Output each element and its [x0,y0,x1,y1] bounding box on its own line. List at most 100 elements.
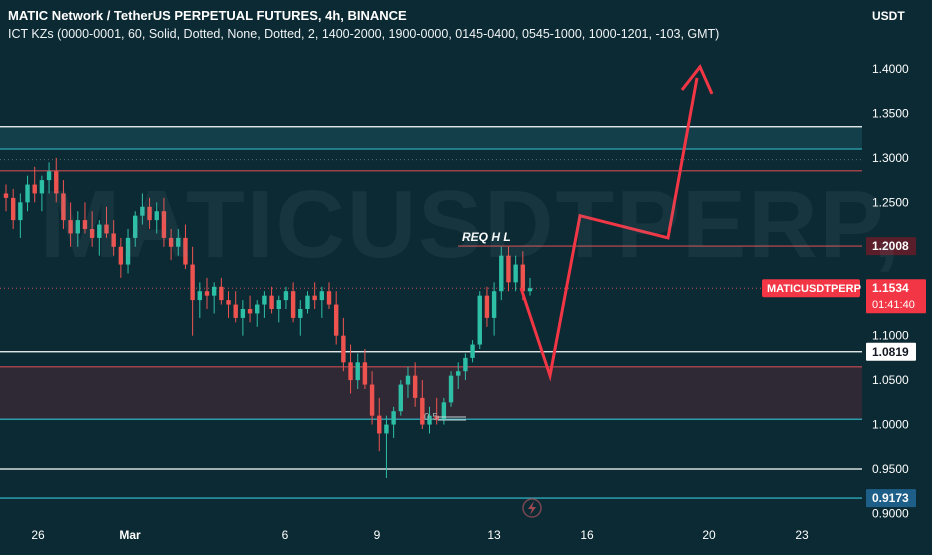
candle [190,246,195,336]
lightning-icon[interactable] [522,498,542,518]
candle-body [405,375,411,385]
candle-body [176,237,181,247]
candle [348,344,353,394]
candle-body [427,415,432,425]
indicator-legend[interactable]: ICT KZs (0000-0001, 60, Solid, Dotted, N… [8,27,720,41]
candle-body [506,255,511,283]
price-tick: 1.0500 [872,373,909,387]
candle-body [391,411,396,425]
candle-body [183,237,188,265]
candle [269,286,274,314]
candle [104,206,109,238]
candle [226,291,231,318]
candle-body [463,357,468,372]
candle [319,286,325,318]
candle [456,362,461,389]
candle-body [10,197,16,221]
candle-body [75,220,80,234]
candle-body [168,237,174,247]
candle-body [520,264,526,292]
candle [89,211,95,247]
candle [183,224,188,269]
candle-body [319,291,325,301]
candle-body [491,291,497,318]
time-axis-bg [0,522,862,550]
candle [355,353,360,389]
candle-body [247,309,253,314]
level-label-0-9173: 0.9173 [872,491,909,505]
candle-body [377,415,382,434]
candle [61,180,66,229]
bar-countdown: 01:41:40 [872,299,915,311]
candle [484,286,490,327]
candle-body [240,309,246,318]
candle [118,237,124,278]
candle [470,340,475,363]
time-tick: Mar [119,528,141,542]
candle [384,415,389,478]
candle [3,184,9,212]
candle [506,246,511,292]
zone-band [0,126,862,149]
candle [491,282,497,336]
candle [68,202,73,247]
last-price: 1.1534 [872,281,909,295]
candle [255,300,260,327]
candle [513,255,518,292]
candle [527,277,533,296]
price-tick: 1.0000 [872,418,909,432]
candle-body [133,215,138,238]
candle-body [513,264,518,283]
candle [97,220,102,256]
candle [448,371,454,407]
chart-title: MATIC Network / TetherUS PERPETUAL FUTUR… [8,8,407,23]
time-tick: 26 [31,528,45,542]
candle [176,229,181,256]
candle [333,291,339,345]
candle-body [125,237,131,265]
candle [398,380,403,416]
candle [240,300,246,336]
candle [211,282,217,314]
candle [290,282,296,323]
price-tick: 1.1000 [872,329,909,343]
axis-currency: USDT [872,9,905,23]
level-label-1-2008-bg [866,237,916,256]
last-price-bg [866,279,926,314]
candle [434,397,439,425]
candle-body [226,300,231,305]
candle-body [420,397,425,425]
price-tick: 0.9500 [872,462,909,476]
candle-body [384,424,389,434]
candle [298,300,303,336]
candle-body [448,375,454,403]
candle-body [204,291,210,296]
candle-body [89,229,95,238]
arrowhead [680,63,714,95]
candle [377,397,382,452]
candle-body [283,291,289,301]
candle-body [434,415,439,421]
candle [262,291,267,318]
candle [305,291,310,314]
candle-body [104,224,109,234]
candle-body [147,206,152,221]
candle-body [369,384,375,416]
price-tick: 1.4000 [872,62,909,76]
time-tick: 13 [487,528,501,542]
candle-body [470,344,475,358]
candle [54,157,59,203]
candle-body [190,264,195,301]
candle-body [269,295,274,309]
candle [233,291,238,323]
candle-body [290,291,296,318]
candle [154,202,159,234]
candle-body [305,295,310,309]
candle-body [3,193,9,198]
candle [276,295,281,323]
candle [133,211,138,247]
projection-arrow[interactable] [519,77,699,382]
candle-body [211,286,217,296]
candle [412,362,418,407]
